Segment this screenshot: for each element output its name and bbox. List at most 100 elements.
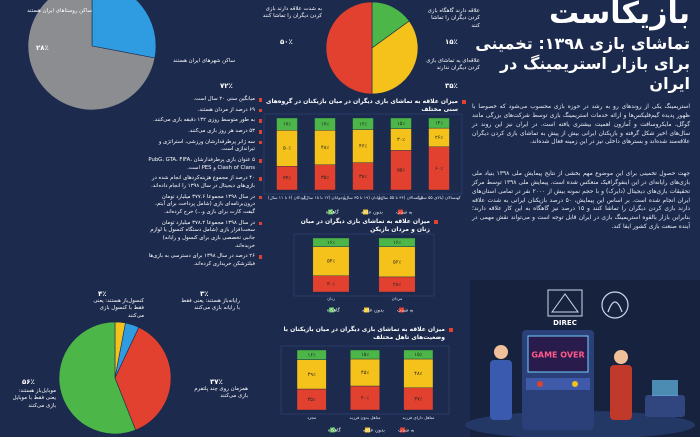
bar-segment bbox=[312, 237, 350, 247]
page-title: تماشای بازی ۱۳۹۸: تخمینی برای بازار استر… bbox=[475, 34, 690, 93]
bar-value-label: ۵۴٪ bbox=[327, 259, 335, 265]
bar-segment bbox=[296, 359, 327, 390]
bar-value-label: ۳۰٪ bbox=[397, 137, 405, 143]
slice-value: ۳٪ bbox=[200, 290, 209, 298]
legend-swatch bbox=[365, 427, 370, 433]
legend-swatch bbox=[400, 427, 405, 433]
fact: در سال ۱۳۹۸ مجموعا ۳۷۷.۶ میلیارد تومان د… bbox=[148, 194, 262, 217]
arcade-panel bbox=[526, 378, 590, 390]
pie-slice bbox=[91, 0, 157, 59]
slice-label: علاقه دارند گاهگاه بازی کردن دیگران را ت… bbox=[427, 8, 480, 29]
bar-value-label: ۵۵٪ bbox=[397, 168, 405, 174]
bar-value-label: ۱۴٪ bbox=[435, 121, 443, 127]
slice-value: ۲۸٪ bbox=[36, 44, 49, 52]
fact: میانگین سنی ۲۰ سال است. bbox=[148, 96, 262, 104]
plot-frame bbox=[263, 113, 463, 195]
bar-value-label: ۱۵٪ bbox=[414, 352, 422, 358]
pie-slice bbox=[371, 20, 419, 95]
logo-mark bbox=[547, 289, 583, 317]
bar-value-label: ۱۵٪ bbox=[397, 121, 405, 127]
paragraph: جهت حصول تخمینی برای این موضوع مهم بخشی … bbox=[472, 171, 691, 231]
slice-value: ۳۵٪ bbox=[445, 82, 458, 90]
chart-title: میزان علاقه به تماشای بازی دیگران در میا… bbox=[280, 326, 453, 343]
bar-segment bbox=[403, 358, 434, 388]
bar-segment bbox=[312, 246, 350, 276]
bar-value-label: ۴۹٪ bbox=[308, 372, 316, 378]
legend-label: به شدت bbox=[397, 309, 414, 314]
x-tick-label: متاهل بدون فرزند bbox=[350, 415, 381, 420]
legend-label: بدون علاقه bbox=[362, 308, 384, 314]
bar-value-label: ۱۵٪ bbox=[361, 352, 369, 358]
x-tick-label: نوجوانان (۱۲ تا ۱۸ سال) bbox=[304, 195, 347, 200]
fact: ۴۰ درصد از مجموع هزینه‌کردهای انجام شده … bbox=[148, 175, 262, 190]
legend-label: به شدت bbox=[398, 429, 415, 434]
slice-value: ۵۰٪ bbox=[280, 38, 293, 46]
legend-swatch bbox=[363, 209, 368, 215]
fact: به طور متوسط روزی ۱۳۲ دقیقه بازی می‌کنند… bbox=[148, 117, 262, 125]
slice-value: ۴٪ bbox=[98, 290, 107, 298]
person bbox=[610, 365, 632, 420]
slice-label: کنسول‌باز هستند: یعنی فقط با کنسول بازی … bbox=[93, 298, 144, 319]
bar-segment bbox=[296, 349, 327, 360]
slice-value: ۳۷٪ bbox=[210, 378, 223, 386]
bar-value-label: ۱۷٪ bbox=[321, 122, 329, 128]
bar-value-label: ۴۶٪ bbox=[359, 144, 367, 150]
logo-mark bbox=[601, 291, 629, 319]
legend-swatch bbox=[399, 307, 404, 313]
legend-swatch bbox=[364, 307, 369, 313]
bar-segment bbox=[276, 117, 298, 131]
slice-label: به شدت علاقه دارند بازی کردن دیگران را ت… bbox=[262, 6, 322, 20]
slice-label: ساکن شهرهای ایران هستند bbox=[173, 58, 235, 64]
bar-value-label: ۱۶٪ bbox=[327, 240, 335, 246]
pie-slice bbox=[114, 326, 172, 431]
x-tick-label: متاهل دارای فرزند bbox=[402, 415, 434, 420]
fact: در سال ۱۳۹۸ مجموعا ۳۷۸.۲ میلیارد تومان س… bbox=[148, 220, 262, 251]
x-tick-label: مردان bbox=[392, 296, 403, 301]
legend-label: بدون علاقه bbox=[361, 210, 383, 216]
bar-value-label: ۴۸٪ bbox=[321, 145, 329, 151]
legend-label: گاهگاه bbox=[328, 427, 342, 434]
arcade-button bbox=[572, 381, 578, 387]
bar-value-label: ۳۵٪ bbox=[308, 397, 316, 403]
slice-label: موبایل‌باز هستند: یعنی فقط با موبایل باز… bbox=[12, 388, 56, 409]
x-tick-label: زنان bbox=[327, 296, 335, 301]
logo-mark bbox=[607, 301, 623, 313]
bar-value-label: ۱۶٪ bbox=[308, 352, 316, 358]
x-tick-label: میانسالان (۳۶ تا ۵۵ سال) bbox=[379, 195, 423, 200]
x-tick-label: کودکان (۶ تا ۱۱ سال) bbox=[268, 195, 306, 200]
logo: DIREC bbox=[553, 319, 577, 327]
bar-segment bbox=[378, 246, 416, 278]
bar-segment bbox=[403, 349, 434, 360]
slice-value: ۱۵٪ bbox=[445, 38, 458, 46]
fact: ۵ عنوان بازی پرطرفدارشان PubG، GTA، FIFA… bbox=[148, 157, 262, 172]
legend-label: بدون علاقه bbox=[363, 428, 385, 434]
bar-value-label: ۳۷٪ bbox=[414, 396, 422, 402]
chart-title: میزان علاقه به تماشای بازی دیگران در میا… bbox=[263, 98, 466, 115]
bar-value-label: ۱۶٪ bbox=[393, 240, 401, 246]
chart-title: میزان علاقه به تماشای بازی دیگران در میا… bbox=[293, 218, 438, 235]
monitor bbox=[652, 380, 678, 396]
fact: ۵۳ درصد هر روز بازی می‌کنند. bbox=[148, 128, 262, 136]
fact: ۲۶ درصد در سال ۱۳۹۸ برای دسترسی به بازی‌… bbox=[148, 253, 262, 268]
legend-label: گاهگاه bbox=[326, 209, 340, 216]
desk bbox=[645, 395, 685, 417]
brand: بازیکاست bbox=[548, 0, 691, 31]
bar-segment bbox=[390, 117, 412, 130]
screen-text: GAME OVER bbox=[531, 351, 584, 360]
legend-swatch bbox=[329, 307, 334, 313]
bar-value-label: ۱۶٪ bbox=[359, 121, 367, 127]
legend-label: گاهگاه bbox=[327, 307, 341, 314]
pie-slice bbox=[325, 1, 373, 95]
bar-value-label: ۳۵٪ bbox=[321, 175, 329, 181]
plot-frame bbox=[280, 345, 450, 415]
slice-value: ۵۶٪ bbox=[22, 378, 35, 386]
slice-value: ۷۲٪ bbox=[220, 82, 233, 90]
slice-label: ساکن روستاهای ایران هستند bbox=[27, 8, 92, 14]
bar-value-label: ۴۰٪ bbox=[361, 396, 369, 402]
x-tick-label: جوانان (۱۹ تا ۳۵ سال) bbox=[343, 195, 383, 200]
arcade-screen bbox=[527, 335, 589, 373]
fact: سه ژانر پرطرفدارشان ورزشی، استراتژی و تی… bbox=[148, 139, 262, 154]
legend-swatch bbox=[330, 427, 335, 433]
